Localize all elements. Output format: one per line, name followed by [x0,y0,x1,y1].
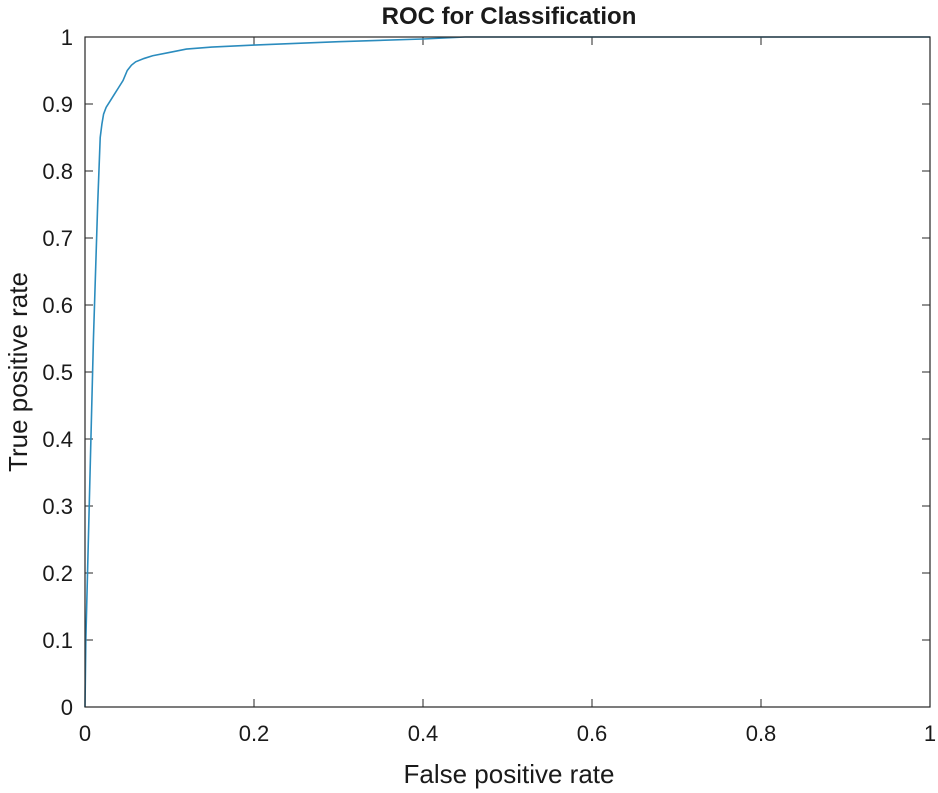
y-tick-label: 1 [61,25,73,50]
x-tick-label: 0.6 [577,721,608,746]
y-axis-label: True positive rate [3,272,33,472]
y-tick-label: 0.6 [42,293,73,318]
x-tick-label: 1 [924,721,936,746]
y-tick-label: 0.8 [42,159,73,184]
y-tick-label: 0.2 [42,561,73,586]
chart-title: ROC for Classification [382,3,637,30]
y-tick-label: 0 [61,695,73,720]
y-tick-label: 0.7 [42,226,73,251]
x-tick-label: 0.4 [408,721,439,746]
plot-frame [84,36,931,708]
roc-curve-line [84,36,930,708]
y-tick-label: 0.3 [42,494,73,519]
y-tick-label: 0.1 [42,628,73,653]
x-axis-label: False positive rate [404,759,615,789]
tick-labels-layer: 0 0.2 0.4 0.6 0.8 1 0 0.1 0.2 0.3 0.4 0.5 0.6 0.7 0.8 0… [42,25,936,746]
x-tick-label: 0.2 [239,721,270,746]
x-tick-label: 0.8 [746,721,777,746]
plot-area [85,37,930,707]
y-tick-label: 0.5 [42,360,73,385]
y-tick-label: 0.9 [42,92,73,117]
x-tick-label: 0 [79,721,91,746]
y-tick-label: 0.4 [42,427,73,452]
